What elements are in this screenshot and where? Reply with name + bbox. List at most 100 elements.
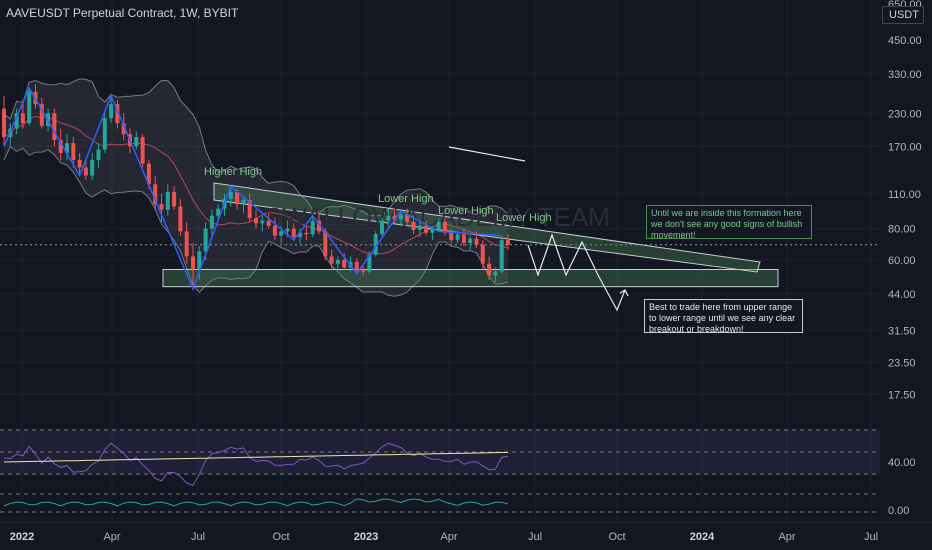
- time-axis[interactable]: 2022 Apr Jul Oct 2023 Apr Jul Oct 2024 Apr Jul: [0, 521, 932, 543]
- range-boxes: [162, 182, 779, 288]
- candle-body-36: [228, 191, 233, 199]
- candle-body-28: [178, 206, 183, 232]
- candle-body-41: [260, 220, 265, 224]
- candle-body-14: [90, 159, 95, 176]
- rsi-line: [3, 442, 509, 487]
- candle-body-19: [121, 123, 126, 135]
- candle-body-6: [39, 104, 44, 126]
- descending-resistance-box: [213, 182, 761, 273]
- candle-body-51: [323, 231, 328, 257]
- grid-lines: [0, 0, 880, 520]
- oscillator-pane: 0.00: [0, 493, 909, 517]
- band-fill: [4, 78, 508, 297]
- candle-body-80: [506, 240, 510, 245]
- candle-body-32: [203, 228, 208, 252]
- projection-line: [527, 233, 626, 312]
- candle-body-9: [58, 140, 63, 153]
- x-tick-label-8: 2024: [690, 531, 715, 543]
- candle-body-0: [2, 108, 6, 138]
- y-tick-label-11: 17.50: [888, 390, 916, 402]
- candle-body-69: [436, 221, 441, 229]
- candle-body-76: [480, 244, 485, 264]
- candle-body-46: [291, 228, 296, 238]
- candle-body-53: [335, 260, 340, 264]
- trend-line: [448, 146, 526, 162]
- rsi-pane: 40.00: [0, 429, 916, 487]
- candle-body-37: [235, 191, 240, 205]
- candles: [2, 84, 510, 290]
- candle-body-74: [468, 238, 473, 244]
- candle-body-64: [405, 214, 410, 222]
- candle-body-54: [342, 260, 347, 268]
- swing-zigzag: [3, 86, 502, 292]
- candle-body-72: [455, 234, 460, 241]
- rsi-signal-line: [3, 451, 509, 463]
- candle-body-48: [304, 232, 309, 235]
- y-tick-label-9: 31.50: [888, 325, 916, 337]
- candle-body-70: [443, 221, 447, 233]
- candle-body-65: [411, 221, 416, 230]
- y-tick-label-8: 44.00: [888, 289, 916, 301]
- y-tick-label-6: 80.00: [888, 224, 916, 236]
- candle-body-61: [386, 215, 391, 221]
- structure-label-3: Lower High: [496, 212, 552, 224]
- candle-body-77: [487, 263, 492, 276]
- candle-body-73: [461, 234, 466, 244]
- candle-body-59: [373, 234, 378, 255]
- candle-body-39: [247, 199, 252, 219]
- candle-body-10: [65, 143, 69, 153]
- candle-body-71: [449, 232, 454, 241]
- candle-body-42: [266, 220, 271, 226]
- candle-body-56: [354, 261, 359, 270]
- candle-body-21: [134, 137, 139, 147]
- x-tick-label-6: Jul: [528, 531, 542, 543]
- candle-body-16: [102, 118, 107, 150]
- candle-body-2: [14, 113, 19, 129]
- structure-label-0: Higher High: [204, 166, 262, 178]
- currency-selector[interactable]: USDT: [882, 6, 924, 24]
- x-tick-label-1: Apr: [103, 531, 120, 543]
- candle-body-57: [361, 269, 366, 272]
- candle-body-58: [367, 254, 372, 272]
- structure-label-2: Lower High: [438, 205, 494, 217]
- rsi-tick-label: 40.00: [888, 457, 916, 469]
- price-axis[interactable]: 650.00 450.00 330.00 230.00 170.00 110.00 80.0…: [888, 0, 922, 402]
- structure-label-1: Lower High: [378, 193, 434, 205]
- candle-body-38: [241, 199, 246, 205]
- candle-body-22: [140, 137, 145, 164]
- candle-body-27: [172, 191, 177, 207]
- candle-body-60: [380, 220, 384, 235]
- candle-body-33: [209, 215, 214, 229]
- candle-body-34: [216, 208, 221, 216]
- x-tick-label-4: 2023: [354, 531, 378, 543]
- x-tick-label-9: Apr: [778, 531, 795, 543]
- support-range-box: [162, 269, 779, 288]
- x-tick-label-5: Apr: [440, 531, 457, 543]
- band-upper: [3, 78, 509, 217]
- candle-body-68: [430, 228, 435, 233]
- y-tick-label-10: 23.50: [888, 357, 916, 369]
- y-tick-label-2: 330.00: [888, 69, 922, 81]
- candle-body-25: [159, 204, 164, 210]
- projection-path: [448, 146, 629, 312]
- candle-body-50: [317, 220, 321, 232]
- white-note: Best to trade here from upper range to l…: [644, 299, 803, 334]
- candle-body-79: [499, 240, 504, 272]
- candle-body-62: [392, 215, 397, 220]
- y-tick-label-1: 450.00: [888, 35, 922, 47]
- candle-body-45: [285, 228, 290, 232]
- candle-body-49: [310, 220, 315, 235]
- candle-body-31: [197, 251, 202, 270]
- candle-body-12: [77, 159, 82, 168]
- y-tick-label-3: 230.00: [888, 108, 922, 120]
- candle-body-3: [20, 113, 25, 124]
- x-tick-label-3: Oct: [272, 531, 289, 543]
- candle-body-40: [254, 218, 258, 224]
- candle-body-30: [191, 256, 195, 270]
- x-tick-label-0: 2022: [10, 531, 34, 543]
- swing-lines: [3, 86, 502, 292]
- candle-body-63: [398, 214, 403, 220]
- candle-body-11: [71, 143, 76, 160]
- candle-body-17: [109, 104, 114, 119]
